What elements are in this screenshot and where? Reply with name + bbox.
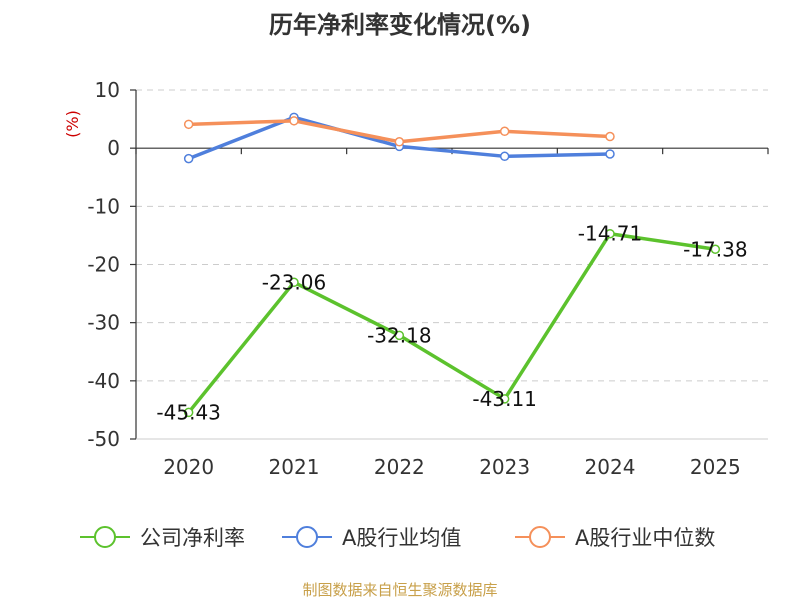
data-label: -43.11 [472, 387, 536, 411]
y-tick-label: -50 [87, 427, 120, 451]
legend-marker [296, 526, 318, 548]
x-tick-label: 2024 [585, 455, 636, 479]
data-point[interactable] [289, 116, 299, 126]
legend-marker [94, 526, 116, 548]
x-tick-label: 2021 [269, 455, 320, 479]
data-point[interactable] [394, 330, 405, 341]
data-labels: -45.43 -23.06 -32.18 -43.11 -14.71 -17.38 [156, 222, 747, 425]
y-unit-label: (%) [63, 110, 82, 138]
data-point[interactable] [710, 244, 721, 255]
legend[interactable]: 公司净利率 A股行业均值 A股行业中位数 [80, 526, 715, 550]
y-tick-label: -30 [87, 311, 120, 335]
data-point[interactable] [183, 153, 194, 164]
data-point[interactable] [499, 151, 510, 162]
y-tick-label: 0 [107, 136, 120, 160]
legend-label: A股行业中位数 [575, 526, 715, 550]
data-point[interactable] [499, 126, 510, 137]
legend-item[interactable]: A股行业中位数 [515, 526, 715, 550]
x-tick-label: 2023 [479, 455, 530, 479]
legend-label: 公司净利率 [140, 526, 245, 550]
y-tick-label: 10 [95, 78, 120, 102]
data-point[interactable] [605, 149, 615, 159]
chart-title: 历年净利率变化情况(%) [269, 11, 531, 39]
series-line-0 [187, 231, 716, 414]
legend-marker [529, 526, 551, 548]
data-point[interactable] [394, 137, 405, 147]
y-tick-label: -10 [87, 194, 120, 218]
source-note: 制图数据来自恒生聚源数据库 [302, 581, 497, 599]
data-label: -45.43 [156, 400, 220, 424]
y-tick-label: -40 [87, 369, 120, 393]
data-point[interactable] [605, 131, 615, 142]
ticks: 10 0 -10 -20 -30 -40 -50 2020 2021 2022 2023 2024 20… [87, 78, 740, 479]
legend-label: A股行业均值 [342, 526, 461, 550]
data-point[interactable] [183, 407, 194, 418]
data-point[interactable] [183, 119, 194, 130]
x-tick-label: 2022 [374, 455, 425, 479]
data-label: -23.06 [262, 270, 326, 294]
series-layer [183, 112, 721, 418]
y-tick-label: -20 [87, 253, 120, 277]
data-label: -17.38 [683, 237, 747, 261]
legend-item[interactable]: A股行业均值 [282, 526, 461, 550]
data-point[interactable] [605, 228, 615, 239]
legend-item[interactable]: 公司净利率 [80, 526, 245, 550]
x-tick-label: 2025 [690, 455, 741, 479]
data-point[interactable] [289, 277, 299, 288]
data-label: -32.18 [367, 323, 431, 347]
x-tick-label: 2020 [163, 455, 214, 479]
data-label: -14.71 [578, 222, 642, 246]
data-point[interactable] [499, 394, 510, 404]
